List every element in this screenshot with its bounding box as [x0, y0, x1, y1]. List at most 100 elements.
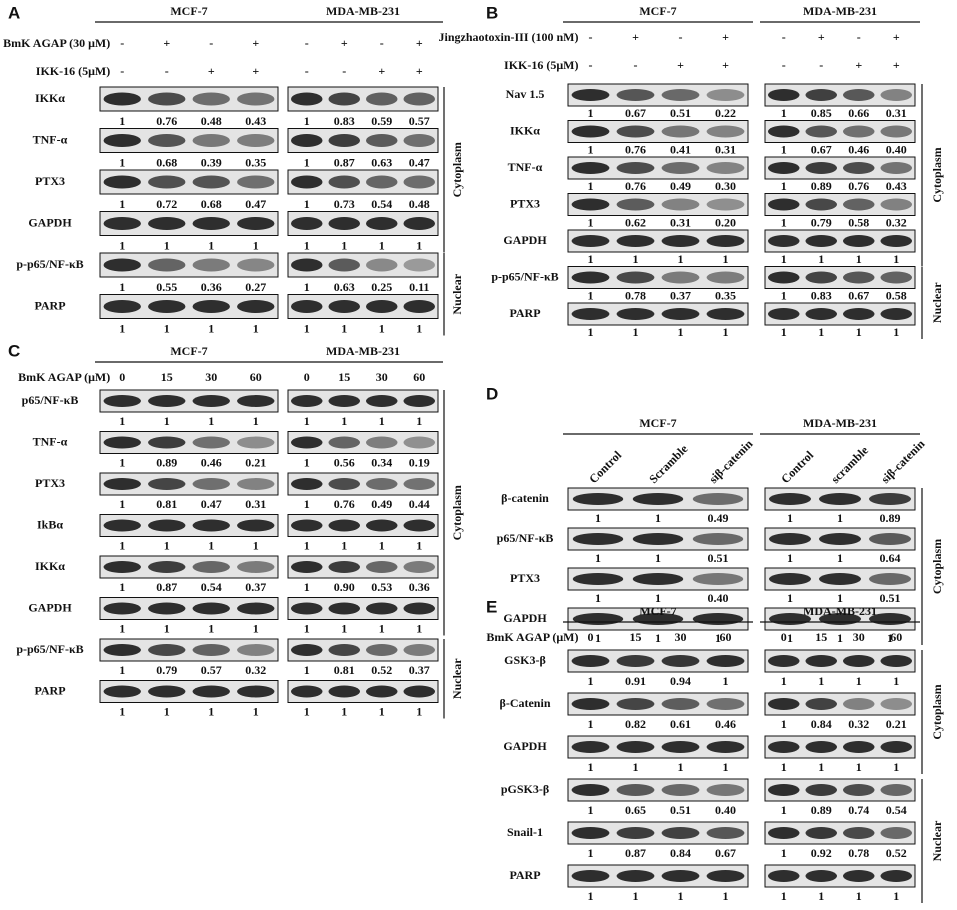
band [768, 308, 800, 320]
blot-label: TNF-α [33, 434, 68, 448]
band [103, 436, 141, 449]
condition-value: - [120, 36, 124, 50]
band-value: 0.48 [409, 197, 430, 211]
band [572, 573, 624, 585]
band-value: 0.84 [670, 846, 691, 860]
band [192, 561, 230, 573]
band-value: 0.44 [409, 497, 430, 511]
blot-box [764, 302, 916, 326]
blot-box [567, 864, 749, 888]
condition-value: 30 [376, 370, 388, 384]
band-value: 0.91 [625, 674, 646, 688]
blot-label: GAPDH [503, 611, 547, 625]
blot-box [764, 229, 916, 253]
band [328, 644, 360, 656]
band-value: 1 [341, 538, 347, 552]
band [880, 198, 912, 211]
condition-value: - [589, 30, 593, 44]
condition-value: 15 [630, 630, 642, 644]
band-value: 0.87 [334, 155, 355, 169]
band [869, 573, 911, 585]
condition-value: - [589, 58, 593, 72]
band [291, 300, 323, 313]
band [148, 436, 186, 449]
band [291, 602, 323, 615]
band-value: 1 [341, 414, 347, 428]
band-value: 0.85 [811, 106, 832, 120]
blot-label: PARP [34, 683, 65, 697]
condition-value: - [209, 36, 213, 50]
group-header: MCF-7 [639, 416, 676, 430]
band [571, 162, 610, 174]
blot-label: GAPDH [503, 233, 547, 247]
band-value: 1 [678, 252, 684, 266]
condition-value: 15 [338, 370, 350, 384]
band-value: 0.59 [371, 114, 392, 128]
band-value: 0.61 [670, 717, 691, 731]
blot-label: GSK3-β [504, 653, 546, 667]
group-header: MCF-7 [170, 344, 207, 358]
blot-box [287, 431, 439, 454]
band [880, 870, 912, 882]
blot-label: TNF-α [33, 132, 68, 146]
band-value: 1 [208, 621, 214, 635]
band [661, 162, 700, 174]
condition-value: + [208, 64, 215, 78]
band [632, 573, 684, 585]
band-value: 1 [723, 252, 729, 266]
band-value: 1 [595, 591, 601, 605]
band-value: 1 [588, 846, 594, 860]
band [291, 561, 323, 573]
band-value: 0.54 [886, 803, 907, 817]
band-value: 0.32 [245, 663, 266, 677]
band [237, 258, 275, 272]
band [880, 308, 912, 320]
band [403, 258, 435, 272]
section-label: Cytoplasm [930, 539, 944, 594]
band [403, 436, 435, 449]
band-value: 0.32 [886, 215, 907, 229]
band-value: 0.52 [371, 663, 392, 677]
band-value: 1 [723, 674, 729, 688]
band-value: 1 [341, 321, 347, 335]
band [366, 478, 398, 490]
blot-label: p65/NF-κB [22, 393, 79, 407]
condition-value: - [782, 58, 786, 72]
condition-value: + [632, 30, 639, 44]
band [291, 395, 323, 407]
band [103, 300, 141, 313]
band [403, 519, 435, 532]
band [192, 436, 230, 449]
band [819, 533, 861, 545]
band-value: 1 [416, 538, 422, 552]
band-value: 1 [304, 414, 310, 428]
blot-box [764, 649, 916, 673]
band-value: 0.57 [201, 663, 222, 677]
band-value: 1 [856, 325, 862, 339]
band [103, 644, 141, 656]
band [880, 162, 912, 174]
band-value: 0.51 [670, 106, 691, 120]
band [706, 784, 745, 796]
band [706, 89, 745, 101]
band [880, 125, 912, 138]
band-value: 1 [893, 889, 899, 903]
band [571, 698, 610, 710]
band-value: 0.46 [715, 717, 736, 731]
band-value: 1 [379, 238, 385, 252]
band-value: 0.76 [625, 179, 646, 193]
band-value: 0.76 [625, 142, 646, 156]
band-value: 0.73 [334, 197, 355, 211]
band-value: 1 [253, 704, 259, 718]
band [148, 478, 186, 490]
band [571, 827, 610, 839]
blot-label: pGSK3-β [501, 782, 549, 796]
band [366, 519, 398, 532]
band-value: 1 [787, 551, 793, 565]
blot-box [764, 735, 916, 759]
band [843, 125, 875, 138]
band [768, 235, 800, 247]
band [403, 602, 435, 615]
blot-box [764, 83, 916, 107]
band-value: 0.87 [625, 846, 646, 860]
